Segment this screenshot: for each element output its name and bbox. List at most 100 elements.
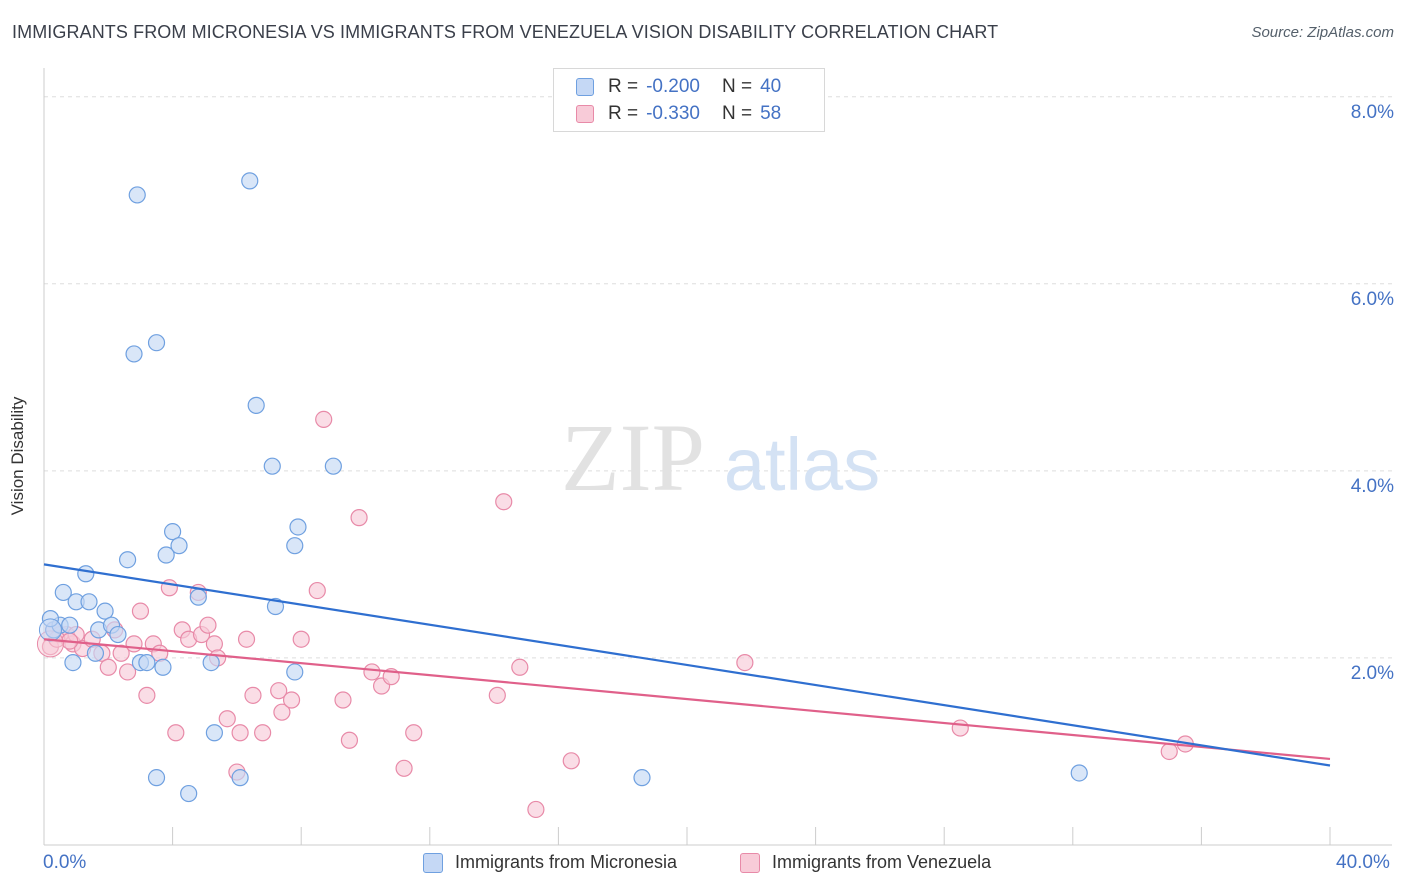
point-micronesia <box>286 537 304 555</box>
trend-lines <box>43 563 1331 767</box>
point-venezuela <box>562 752 580 770</box>
point-venezuela <box>237 630 256 648</box>
swatch-venezuela <box>740 852 760 873</box>
point-micronesia <box>61 616 79 634</box>
point-micronesia <box>38 618 62 642</box>
point-micronesia <box>64 654 82 672</box>
legend-item-micronesia[interactable]: Immigrants from Micronesia <box>423 852 677 873</box>
point-venezuela <box>350 509 368 527</box>
stats-legend: R = -0.200 N = 40 R = -0.330 N = 58 <box>553 68 825 132</box>
n-value-venezuela: 58 <box>760 103 782 124</box>
point-micronesia <box>170 537 188 555</box>
point-micronesia <box>1070 764 1088 782</box>
point-venezuela <box>199 616 217 634</box>
point-micronesia <box>77 565 95 583</box>
point-venezuela <box>315 410 333 429</box>
point-venezuela <box>308 581 326 600</box>
swatch-micronesia <box>576 78 594 96</box>
point-micronesia <box>157 546 175 564</box>
legend-row-micronesia: R = -0.200 N = 40 <box>576 75 781 99</box>
point-micronesia <box>633 769 651 787</box>
point-micronesia <box>154 658 172 676</box>
point-venezuela <box>205 635 223 653</box>
point-micronesia <box>164 523 182 541</box>
point-micronesia <box>86 644 105 662</box>
point-micronesia <box>247 396 265 414</box>
point-micronesia <box>54 583 72 602</box>
axes <box>43 68 1392 846</box>
trend-line-venezuela <box>43 638 1331 761</box>
point-venezuela <box>292 630 310 648</box>
point-micronesia <box>289 518 307 536</box>
point-micronesia <box>125 345 143 363</box>
point-micronesia <box>147 769 166 787</box>
point-venezuela <box>231 724 249 742</box>
point-venezuela <box>244 686 262 704</box>
point-venezuela <box>99 658 117 676</box>
point-venezuela <box>511 658 529 676</box>
legend-label-venezuela: Immigrants from Venezuela <box>772 852 992 872</box>
point-venezuela <box>495 493 513 511</box>
point-venezuela <box>118 663 137 681</box>
r-label: R = <box>608 76 639 97</box>
point-micronesia <box>180 784 198 803</box>
watermark-zip: ZIP <box>561 404 705 511</box>
point-micronesia <box>96 602 114 620</box>
y-tick-label: 2.0% <box>1350 662 1394 684</box>
point-venezuela <box>167 724 185 742</box>
point-venezuela <box>131 602 150 620</box>
point-micronesia <box>266 597 285 616</box>
r-value-micronesia: -0.200 <box>646 76 700 97</box>
point-venezuela <box>1160 742 1178 761</box>
point-venezuela <box>736 654 754 672</box>
trend-line-micronesia <box>43 563 1331 767</box>
point-micronesia <box>205 724 223 742</box>
point-micronesia <box>231 769 249 787</box>
n-value-micronesia: 40 <box>760 76 782 97</box>
point-venezuela <box>527 800 545 819</box>
y-axis-label: Vision Disability <box>8 396 27 516</box>
point-venezuela <box>112 644 130 662</box>
point-venezuela <box>951 719 969 737</box>
point-micronesia <box>202 654 220 672</box>
point-micronesia <box>80 593 98 611</box>
x-tick-min: 0.0% <box>43 852 87 873</box>
watermark-atlas: atlas <box>724 423 880 506</box>
point-venezuela <box>254 724 272 742</box>
y-tick-label: 8.0% <box>1350 101 1394 123</box>
y-tick-label: 6.0% <box>1350 288 1394 310</box>
r-value-venezuela: -0.330 <box>646 103 700 124</box>
y-tick-label: 4.0% <box>1350 475 1394 497</box>
point-venezuela <box>270 682 288 700</box>
point-venezuela <box>273 703 291 721</box>
point-venezuela <box>363 663 381 681</box>
r-label: R = <box>608 103 639 124</box>
n-label: N = <box>721 103 753 124</box>
point-venezuela <box>395 759 413 777</box>
point-venezuela <box>125 635 143 653</box>
point-venezuela <box>138 686 156 704</box>
point-micronesia <box>118 551 137 569</box>
point-micronesia <box>128 186 146 204</box>
chart-title: IMMIGRANTS FROM MICRONESIA VS IMMIGRANTS… <box>12 22 999 42</box>
point-micronesia <box>241 172 259 190</box>
series-micronesia <box>38 172 1088 803</box>
point-micronesia <box>189 588 207 606</box>
point-venezuela <box>488 686 506 704</box>
legend-row-venezuela: R = -0.330 N = 58 <box>576 102 781 126</box>
point-micronesia <box>147 334 166 352</box>
point-micronesia <box>324 457 342 475</box>
point-venezuela <box>405 724 423 742</box>
point-micronesia <box>286 663 304 681</box>
swatch-micronesia <box>423 852 443 873</box>
legend-item-venezuela[interactable]: Immigrants from Venezuela <box>740 852 991 873</box>
n-label: N = <box>721 76 753 97</box>
point-micronesia <box>109 625 127 644</box>
point-venezuela <box>334 691 352 709</box>
legend-label-micronesia: Immigrants from Micronesia <box>455 852 678 872</box>
point-venezuela <box>282 691 301 709</box>
point-micronesia <box>263 457 281 475</box>
source-credit: Source: ZipAtlas.com <box>1251 24 1394 41</box>
point-venezuela <box>218 710 236 728</box>
